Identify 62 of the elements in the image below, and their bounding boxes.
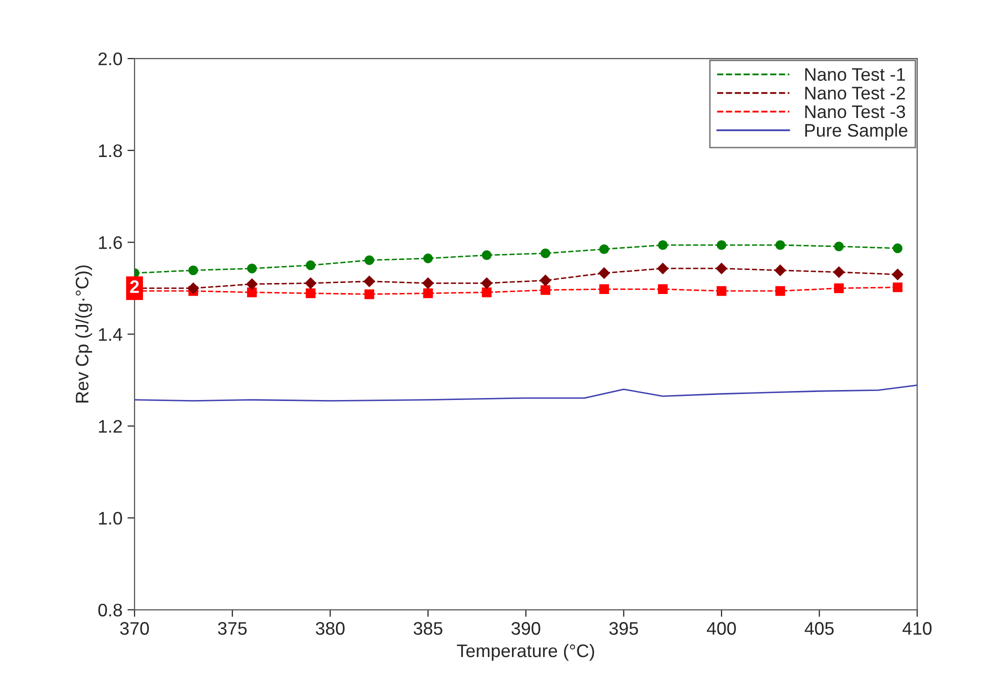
y-axis-title: Rev Cp (J/(g·°C)) <box>75 265 92 402</box>
y-tick-label: 1.6 <box>99 236 122 250</box>
point <box>247 264 257 274</box>
y-tick-label: 1.0 <box>99 512 122 525</box>
point <box>423 254 433 264</box>
point <box>306 288 316 298</box>
point <box>833 266 845 278</box>
point <box>657 262 668 274</box>
y-tick-label: 1.2 <box>99 420 122 433</box>
point <box>599 244 609 254</box>
point <box>658 240 668 250</box>
legend-label: Nano Test -3 <box>805 105 906 118</box>
point <box>716 262 728 274</box>
point <box>364 276 375 287</box>
y-tick-label: 2.0 <box>98 52 122 66</box>
annotation: 2 <box>130 280 139 293</box>
point <box>540 285 550 295</box>
point <box>892 268 904 280</box>
x-tick-label: 380 <box>316 622 345 635</box>
x-tick-label: 405 <box>804 622 834 635</box>
point <box>599 284 609 294</box>
point <box>482 250 492 260</box>
point <box>481 278 492 289</box>
point <box>716 240 726 250</box>
point <box>658 284 668 294</box>
point <box>892 282 902 292</box>
point <box>775 286 786 296</box>
point <box>364 255 374 266</box>
y-tick-label: 1.4 <box>99 328 122 341</box>
legend-label: Nano Test -2 <box>805 86 905 100</box>
point <box>246 278 258 290</box>
x-tick-label: 395 <box>609 622 638 635</box>
x-tick-label: 385 <box>414 622 442 635</box>
point <box>716 286 726 296</box>
point <box>834 283 844 294</box>
point <box>188 282 199 294</box>
y-tick-label: 1.8 <box>99 144 122 158</box>
y-tick-label: 0.8 <box>98 604 122 616</box>
point <box>892 243 902 254</box>
x-axis-title: Temperature (°C) <box>456 644 594 661</box>
point <box>247 288 257 298</box>
x-tick-label: 375 <box>218 622 247 635</box>
x-tick-label: 390 <box>511 622 540 635</box>
point <box>422 278 434 289</box>
line-series <box>134 384 918 402</box>
legend-label: Pure Sample <box>805 124 908 140</box>
point <box>482 288 492 298</box>
legend-label: Nano Test -1 <box>805 68 905 81</box>
point <box>540 248 550 258</box>
point <box>364 289 374 300</box>
point <box>423 288 433 298</box>
point <box>598 267 610 279</box>
point <box>306 260 316 270</box>
point <box>774 264 786 276</box>
point <box>188 265 198 276</box>
x-tick-label: 400 <box>706 622 736 635</box>
point <box>775 240 786 250</box>
point <box>834 242 844 252</box>
point <box>305 278 316 289</box>
x-tick-label: 370 <box>120 622 149 635</box>
point <box>540 274 552 286</box>
x-tick-label: 410 <box>902 622 932 635</box>
